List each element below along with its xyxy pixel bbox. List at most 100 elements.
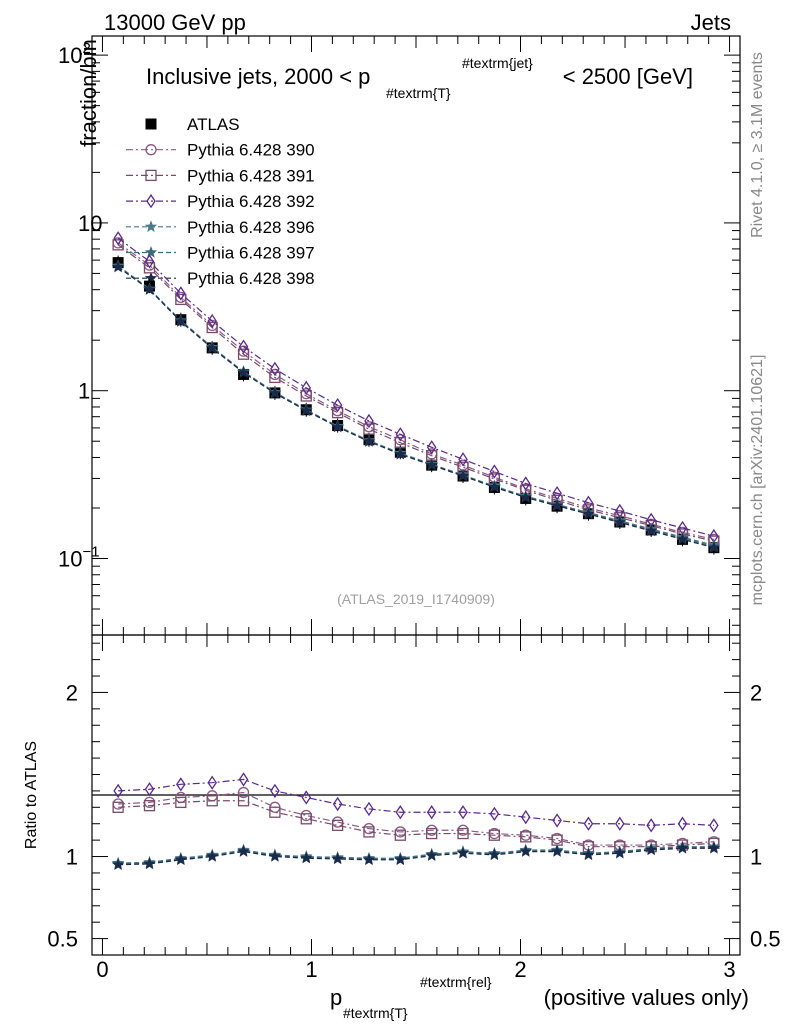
y-tick-label: 1 — [78, 379, 90, 404]
data-point-s392 — [426, 805, 437, 820]
data-point-s391 — [363, 423, 375, 435]
data-point-s392 — [364, 413, 374, 429]
xlabel-sub: #textrm{T} — [343, 1005, 408, 1021]
data-point-s398 — [488, 848, 501, 861]
data-point-s391 — [300, 813, 312, 825]
data-point-s392 — [395, 427, 406, 442]
legend-label: Pythia 6.428 397 — [187, 244, 315, 263]
data-point-s392 — [332, 397, 343, 413]
data-point-s398 — [613, 515, 626, 528]
data-point-s391 — [143, 262, 156, 274]
data-point-s398 — [707, 841, 721, 854]
legend-marker-s397 — [144, 246, 158, 258]
data-point-s392 — [677, 816, 688, 831]
data-point-s398 — [550, 845, 564, 857]
data-point-s391 — [175, 796, 187, 809]
x-axis-label: p #textrm{T} #textrm{rel} (positive valu… — [330, 974, 749, 1021]
data-point-s392 — [646, 818, 656, 833]
data-point-s392 — [458, 805, 468, 820]
data-point-s398 — [331, 852, 344, 865]
data-point-s392 — [270, 361, 280, 377]
data-point-s391 — [112, 239, 124, 251]
data-point-s392 — [113, 231, 123, 246]
data-point-s391 — [457, 827, 469, 840]
xlabel-tail: (positive values only) — [544, 985, 749, 1010]
data-point-s391 — [112, 801, 124, 813]
data-point-s398 — [268, 850, 282, 862]
ratio-y-tick-label-right: 0.5 — [750, 927, 781, 952]
y-tick-label: 10 — [78, 211, 102, 236]
data-point-s392 — [709, 818, 719, 833]
xlabel-sup: #textrm{rel} — [420, 974, 492, 990]
series-line-s397 — [117, 265, 715, 548]
data-point-s392 — [520, 809, 531, 825]
data-point-s392 — [395, 805, 406, 820]
data-point-s398 — [111, 858, 125, 870]
data-point-s398 — [237, 845, 250, 857]
data-point-s392 — [489, 464, 500, 479]
ratio-ylabel: Ratio to ATLAS — [23, 741, 40, 849]
data-point-s398 — [550, 499, 564, 512]
ratio-y-tick-label: 1 — [66, 845, 78, 870]
title-main: Inclusive jets, 2000 < p — [146, 64, 370, 89]
title-sup: #textrm{jet} — [462, 55, 533, 71]
series-line-s391 — [117, 244, 715, 542]
data-point-s398 — [362, 435, 376, 447]
ratio-y-tick-label: 0.5 — [47, 927, 78, 952]
data-point-s391 — [426, 827, 438, 840]
data-point-s391 — [363, 826, 375, 838]
analysis-watermark: (ATLAS_2019_I1740909) — [337, 591, 495, 607]
legend-marker-s390 — [145, 144, 157, 156]
data-point-s398 — [645, 843, 658, 856]
data-point-s391 — [331, 819, 344, 832]
series-line-s396 — [117, 265, 715, 546]
legend-label: ATLAS — [187, 115, 240, 134]
data-point-s391 — [237, 795, 250, 807]
data-point-s392 — [301, 790, 312, 805]
x-tick-label: 1 — [305, 957, 317, 982]
ratio-y-tick-label-right: 1 — [750, 845, 762, 870]
data-point-s398 — [237, 366, 250, 378]
plot-title: Inclusive jets, 2000 < p #textrm{T} #tex… — [146, 55, 693, 101]
data-point-s392 — [144, 782, 155, 797]
data-point-s398 — [111, 260, 125, 273]
legend-label: Pythia 6.428 396 — [187, 218, 315, 237]
data-point-s398 — [268, 386, 282, 399]
main-data-series — [111, 231, 721, 555]
ratio-data-series — [111, 772, 721, 870]
ratio-axis-ticks: 0.5 0.5 1 1 2 2 0 1 2 3 — [47, 635, 781, 982]
data-point-s391 — [269, 371, 281, 384]
data-point-s398 — [707, 541, 721, 553]
data-point-s398 — [206, 850, 219, 862]
data-point-s398 — [456, 846, 470, 859]
data-point-s392 — [520, 476, 531, 491]
header-left: 13000 GeV pp — [104, 10, 246, 35]
data-point-s398 — [582, 507, 595, 520]
data-point-s392 — [270, 783, 280, 799]
data-point-s392 — [144, 254, 155, 269]
data-point-s392 — [583, 816, 594, 831]
data-point-s398 — [425, 849, 438, 861]
y-tick-label: 102 — [58, 40, 91, 68]
legend-marker-atlas — [145, 118, 157, 130]
data-point-s391 — [300, 390, 312, 402]
data-point-s392 — [458, 452, 468, 467]
data-point-s392 — [364, 801, 374, 817]
data-point-s392 — [615, 816, 625, 831]
data-point-s398 — [613, 846, 626, 859]
ratio-y-tick-label-right: 2 — [750, 680, 762, 705]
legend-marker-s392 — [146, 193, 156, 209]
data-point-s398 — [582, 848, 595, 861]
data-point-s398 — [300, 404, 313, 416]
legend-marker-s391 — [145, 169, 157, 182]
data-point-s392 — [207, 313, 217, 329]
legend-label: Pythia 6.428 392 — [187, 192, 315, 211]
data-point-s398 — [394, 853, 407, 866]
data-point-s391 — [143, 800, 156, 812]
data-point-s398 — [519, 845, 532, 857]
data-point-s398 — [425, 458, 438, 471]
data-point-s392 — [301, 380, 312, 396]
data-point-s398 — [143, 857, 156, 870]
legend-label: Pythia 6.428 398 — [187, 269, 315, 288]
